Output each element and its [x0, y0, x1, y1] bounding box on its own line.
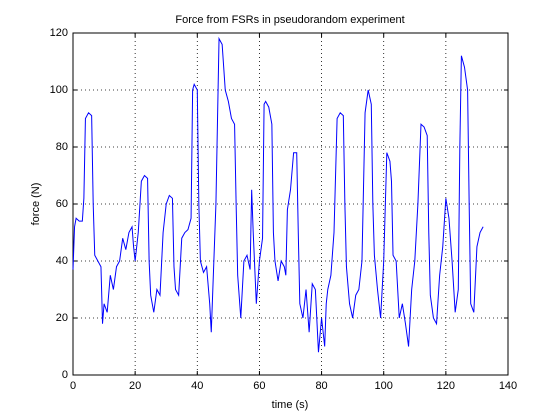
y-tick-label: 40	[56, 255, 68, 267]
x-tick-label: 60	[253, 380, 265, 392]
chart-title: Force from FSRs in pseudorandom experime…	[175, 14, 404, 26]
plot-frame	[72, 32, 509, 376]
x-tick-label: 40	[191, 380, 203, 392]
y-tick-label: 20	[56, 312, 68, 324]
x-tick-label: 0	[70, 380, 76, 392]
y-tick-label: 80	[56, 141, 68, 153]
y-tick-label: 120	[50, 27, 68, 39]
y-tick-label: 60	[56, 198, 68, 210]
data-line	[72, 36, 484, 353]
x-tick-label: 100	[375, 380, 393, 392]
x-axis-label: time (s)	[272, 399, 309, 411]
x-tick-label: 120	[437, 380, 455, 392]
y-axis-label: force (N)	[30, 183, 42, 226]
x-tick-label: 80	[315, 380, 327, 392]
y-tick-label: 100	[50, 84, 68, 96]
x-tick-label: 140	[499, 380, 517, 392]
y-tick-label: 0	[62, 369, 68, 381]
x-tick-label: 20	[129, 380, 141, 392]
